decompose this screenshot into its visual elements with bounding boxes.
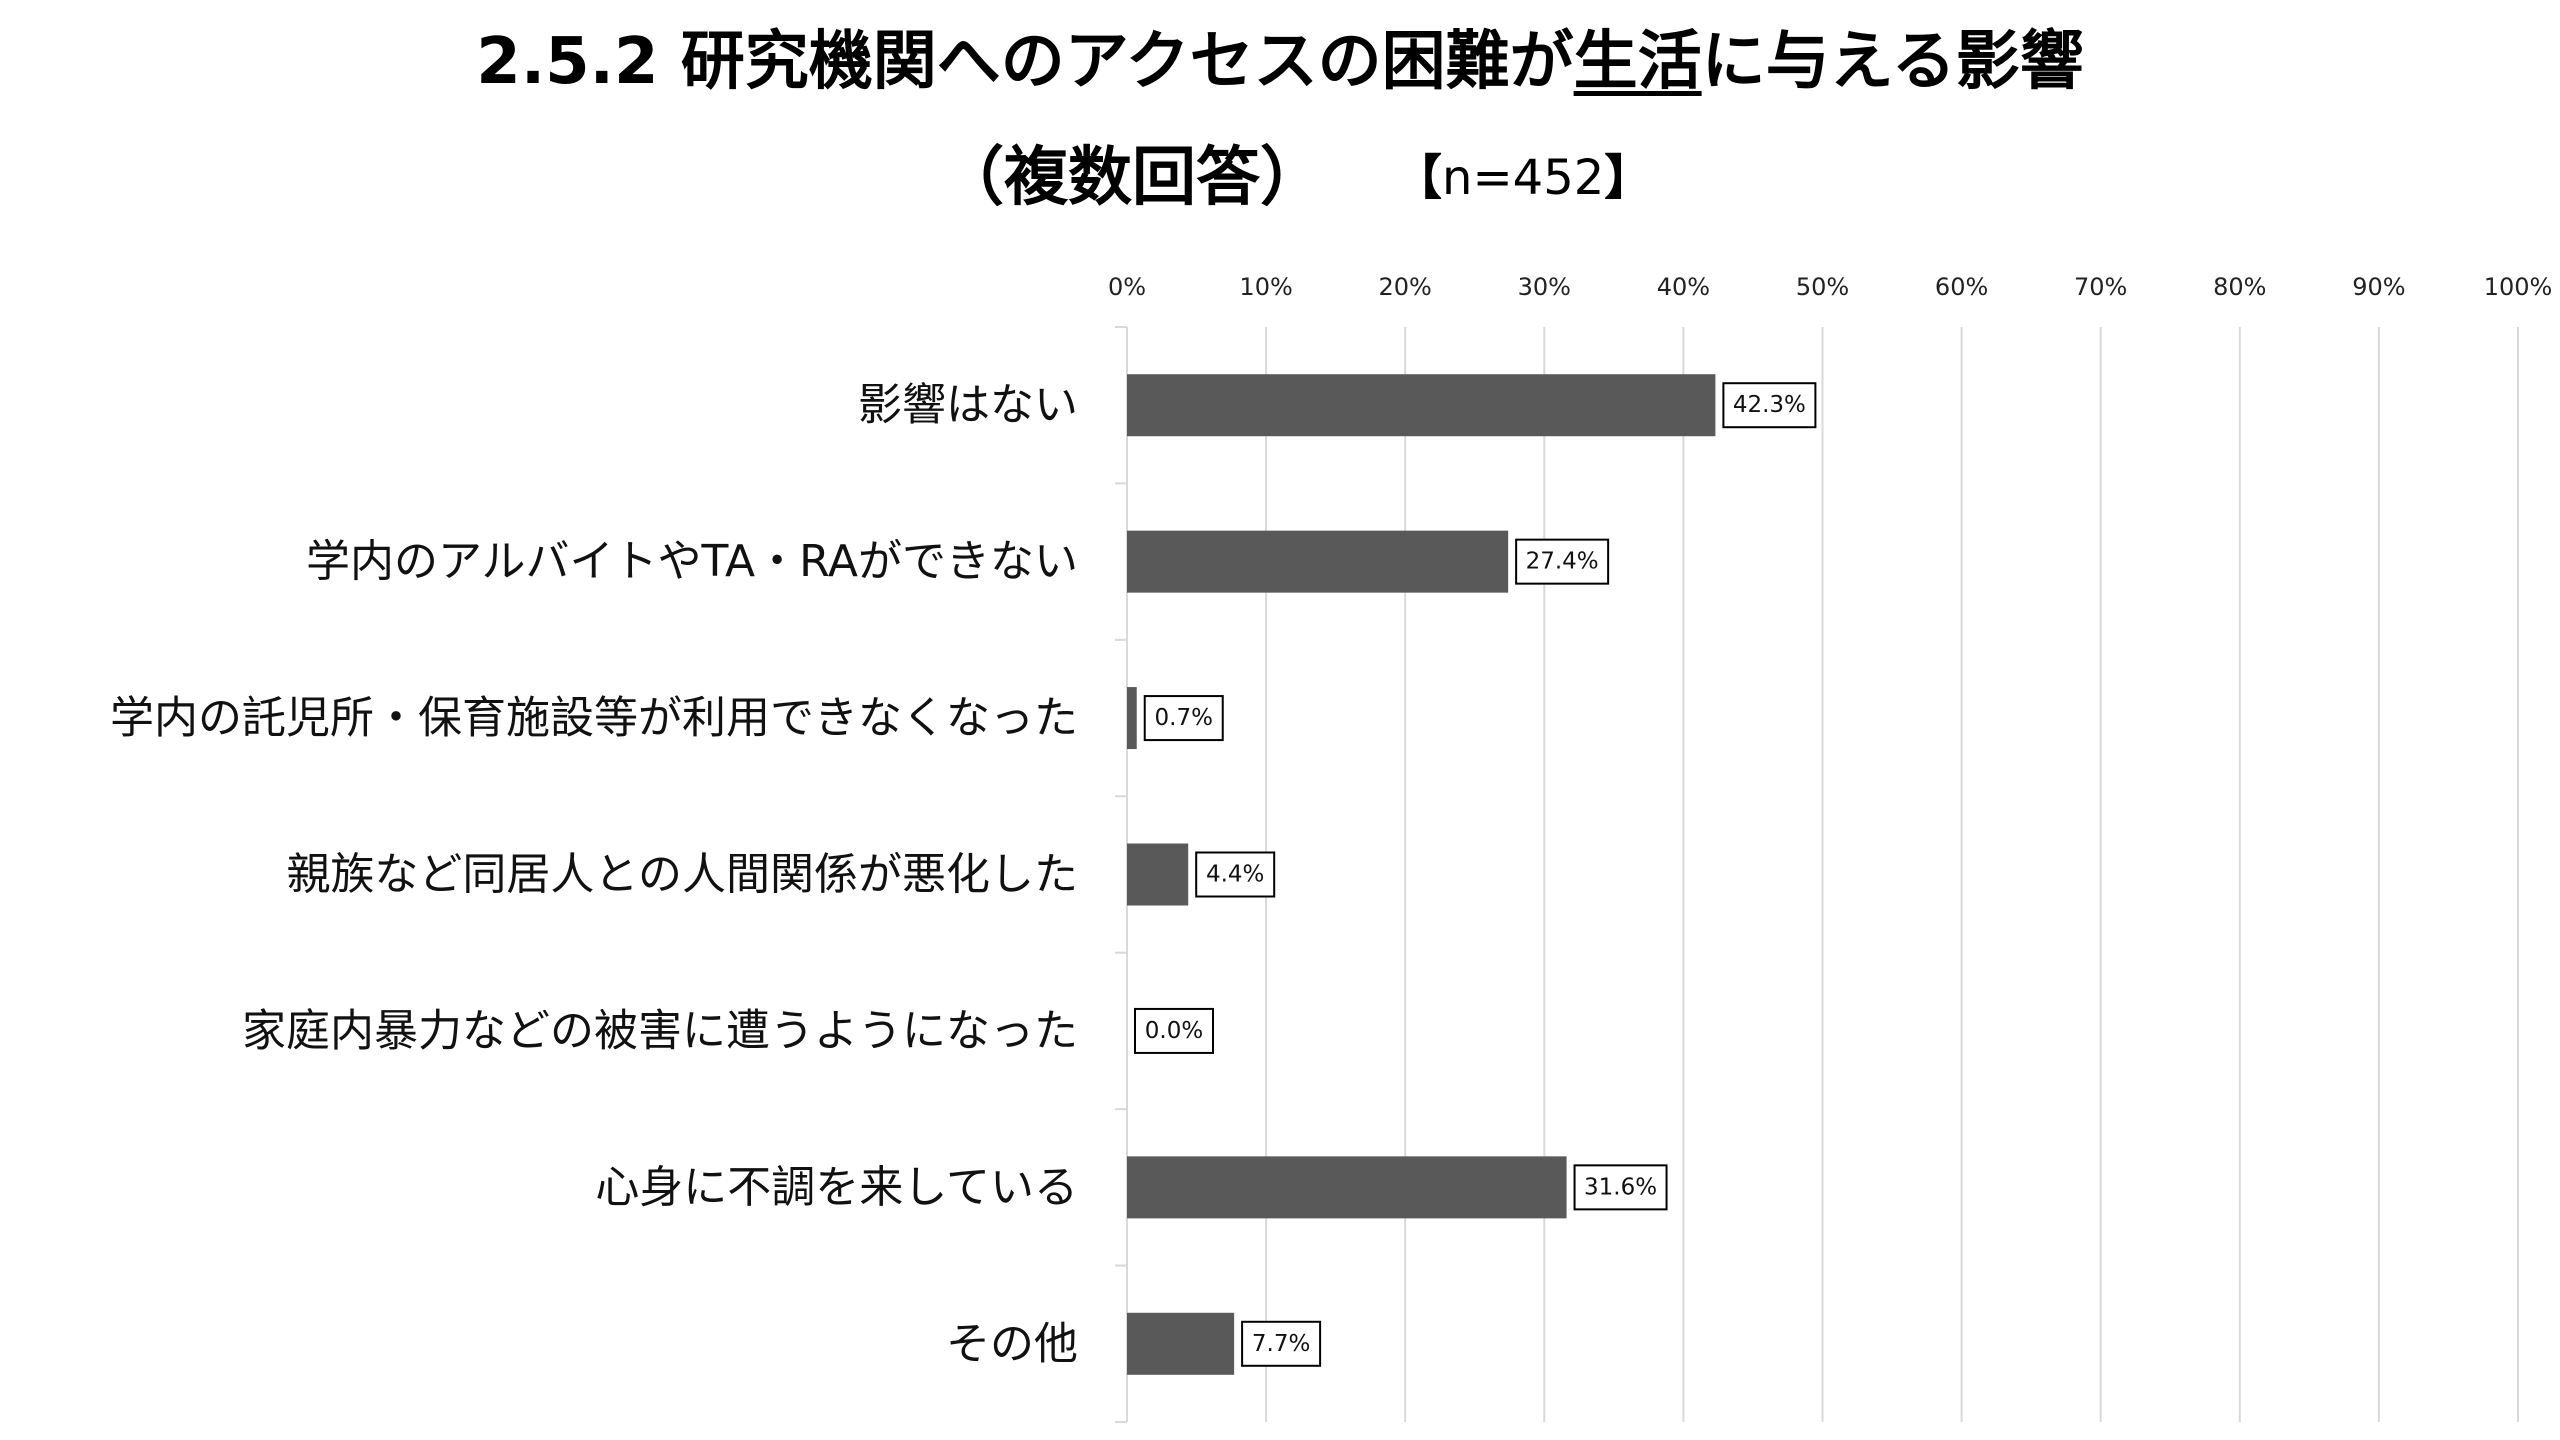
sample-size-open-bracket: 【 xyxy=(1394,150,1443,206)
bar xyxy=(1127,530,1509,593)
x-tick-label: 30% xyxy=(1518,273,1571,301)
data-label-box xyxy=(1195,851,1276,898)
sample-size-close-bracket: 】 xyxy=(1604,150,1653,206)
data-label-box xyxy=(1134,1007,1214,1054)
data-label-box xyxy=(1143,695,1224,742)
data-label: 31.6% xyxy=(1584,1174,1657,1200)
data-label-box xyxy=(1722,382,1817,429)
category-label: 心身に不調を来している xyxy=(595,1162,1078,1213)
bar xyxy=(1127,1312,1235,1375)
data-label: 0.0% xyxy=(1145,1018,1203,1044)
data-label: 0.7% xyxy=(1155,705,1213,731)
chart-title-part1: 2.5.2 研究機関へのアクセスの困難が xyxy=(476,25,1574,99)
data-label: 7.7% xyxy=(1252,1331,1310,1357)
chart-title-underlined-word: 生活 xyxy=(1573,25,1702,99)
data-label: 42.3% xyxy=(1733,392,1806,418)
bar xyxy=(1127,374,1716,437)
chart-subtitle-row: （複数回答） 【n=452】 xyxy=(940,130,1652,226)
bar xyxy=(1127,843,1189,906)
category-label: 家庭内暴力などの被害に遭うようになった xyxy=(242,1005,1078,1056)
x-tick-label: 70% xyxy=(2074,273,2127,301)
x-tick-label: 80% xyxy=(2213,273,2266,301)
x-tick-label: 90% xyxy=(2352,273,2405,301)
x-tick-label: 20% xyxy=(1379,273,1432,301)
category-label: 影響はない xyxy=(858,380,1078,431)
category-label: 学内のアルバイトやTA・RAができない xyxy=(306,536,1078,587)
bar xyxy=(1127,687,1137,750)
category-label: その他 xyxy=(946,1318,1078,1369)
x-tick-label: 40% xyxy=(1657,273,1710,301)
chart-title: 2.5.2 研究機関へのアクセスの困難が生活に与える影響 xyxy=(0,14,2560,110)
data-label-box xyxy=(1573,1164,1668,1211)
x-tick-label: 60% xyxy=(1935,273,1988,301)
x-tick-label: 100% xyxy=(2484,273,2553,301)
data-label-box xyxy=(1241,1320,1322,1367)
x-tick-label: 10% xyxy=(1239,273,1292,301)
data-label: 27.4% xyxy=(1526,549,1599,575)
bar xyxy=(1127,1156,1567,1219)
data-label-box xyxy=(1515,538,1610,585)
chart-subtitle: （複数回答） xyxy=(940,141,1324,215)
chart-title-part3: に与える影響 xyxy=(1701,25,2084,99)
data-label: 4.4% xyxy=(1206,862,1264,888)
x-tick-label: 0% xyxy=(1108,273,1146,301)
sample-size-text: n=452 xyxy=(1442,150,1605,206)
category-label: 親族など同居人との人間関係が悪化した xyxy=(286,849,1078,900)
x-tick-label: 50% xyxy=(1796,273,1849,301)
category-label: 学内の託児所・保育施設等が利用できなくなった xyxy=(110,693,1078,744)
sample-size-label: 【n=452】 xyxy=(1394,130,1652,226)
